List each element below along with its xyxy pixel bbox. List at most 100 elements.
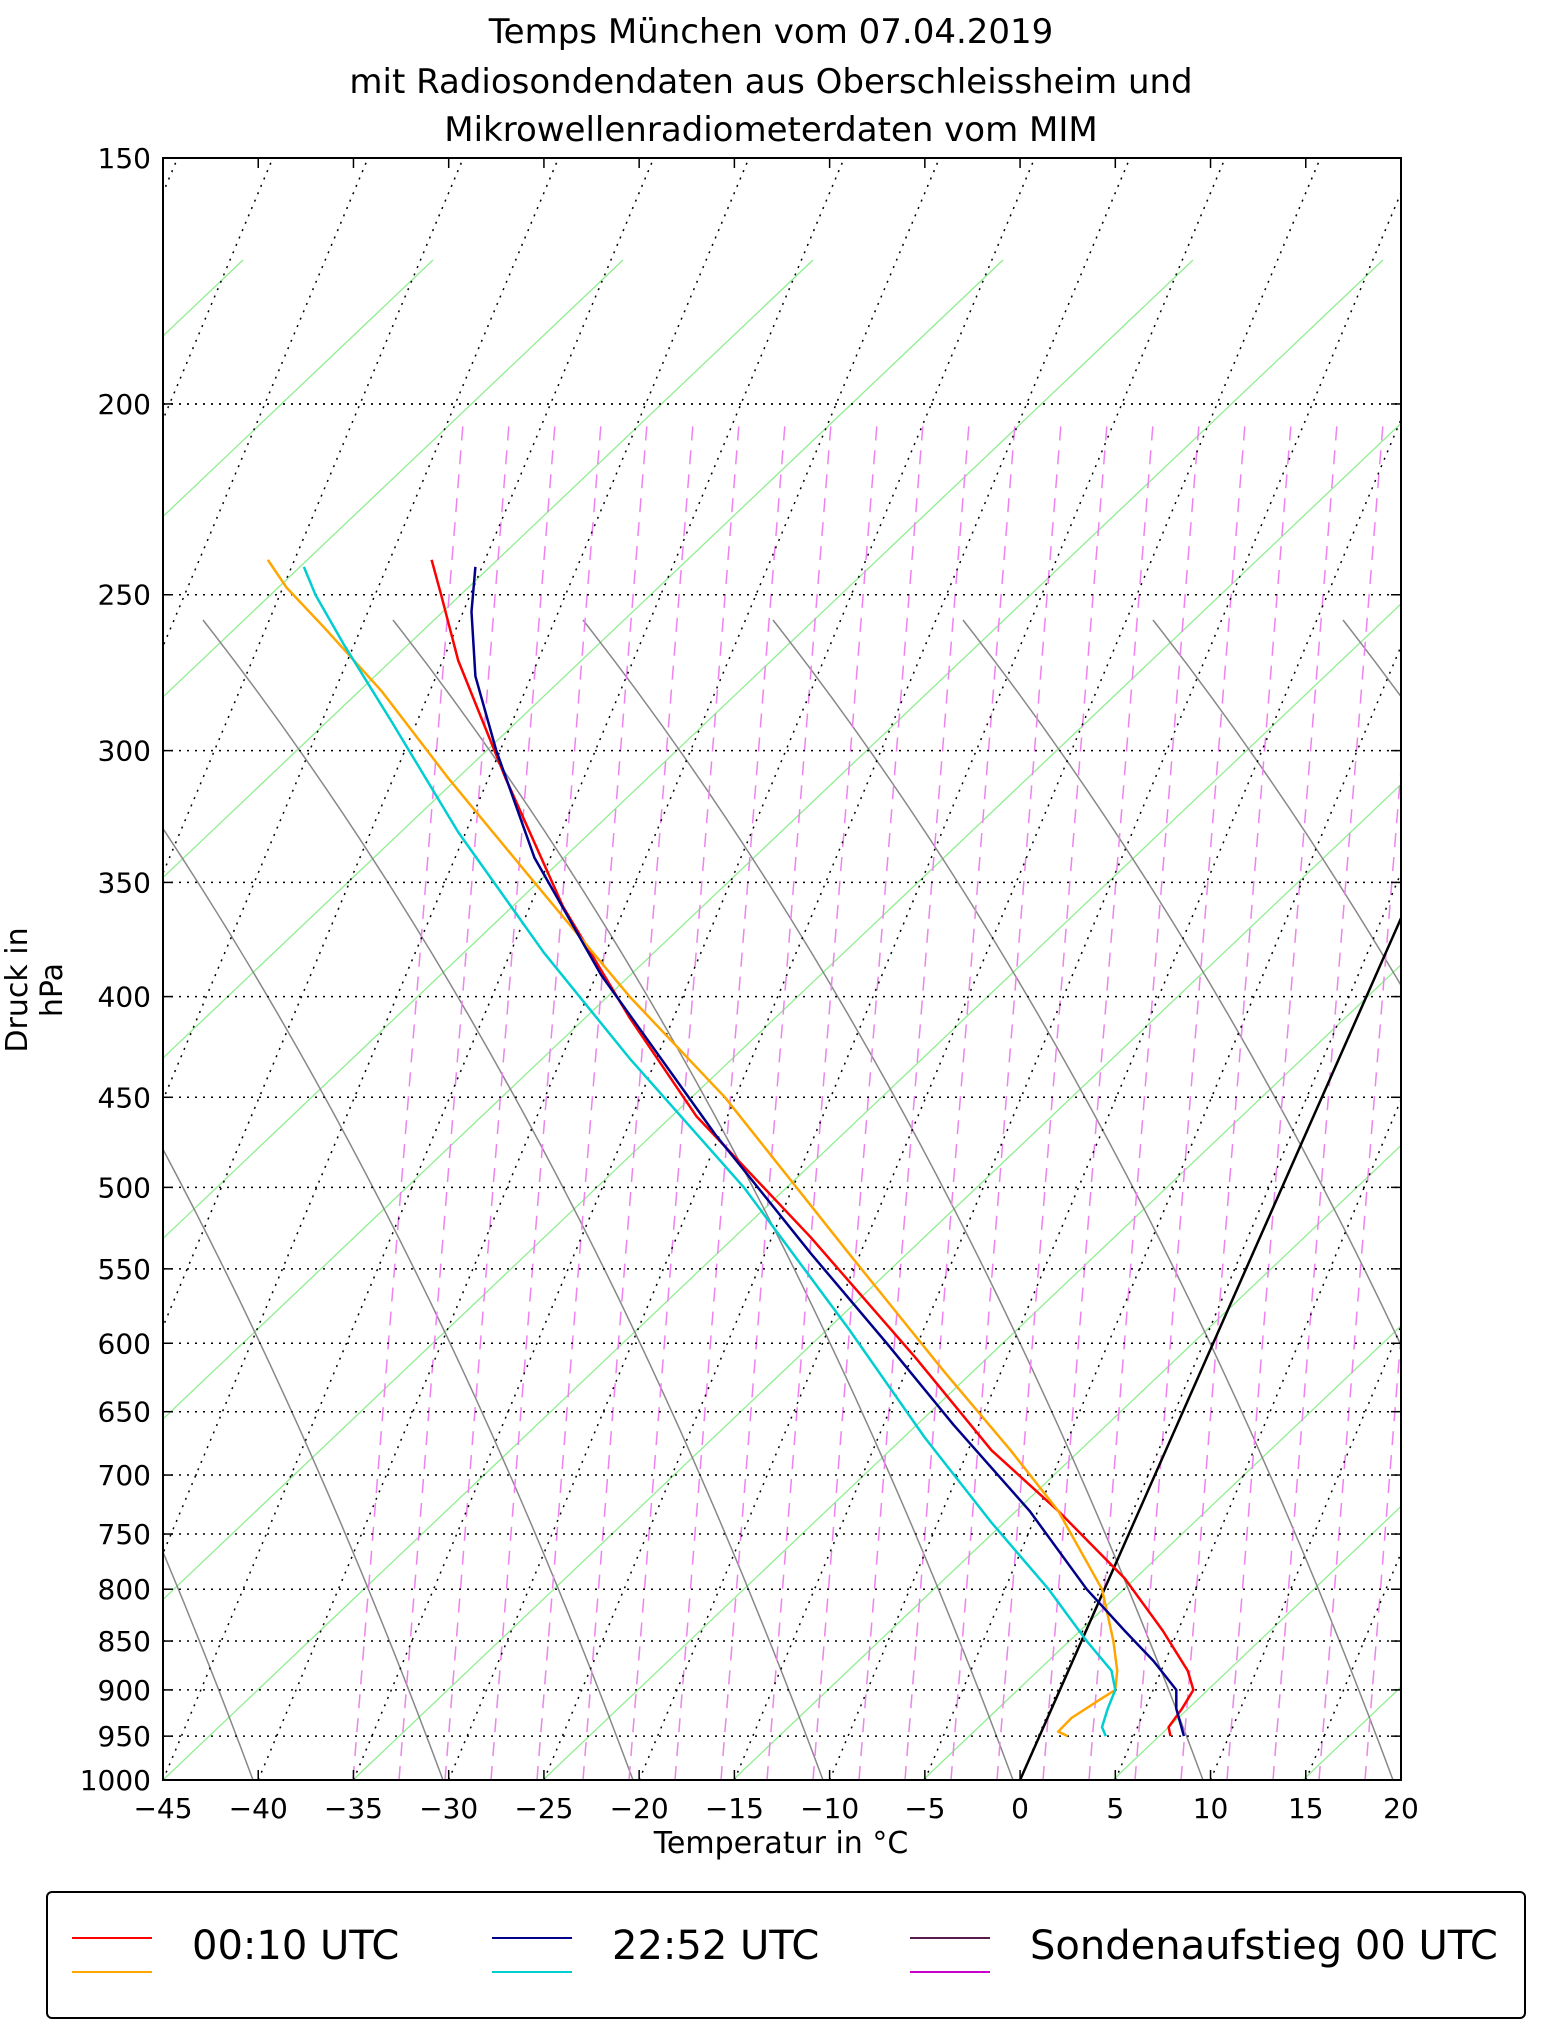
legend-label-sonde: Sondenaufstieg 00 UTC bbox=[1030, 1923, 1498, 1969]
dry-adiabat bbox=[163, 259, 1384, 1420]
series-line-0 bbox=[430, 559, 1195, 1737]
x-tick-label: −10 bbox=[800, 1792, 859, 1825]
x-axis-label: Temperatur in °C bbox=[653, 1826, 909, 1861]
dry-adiabat bbox=[163, 603, 1401, 1780]
dry-adiabat bbox=[352, 783, 1401, 1780]
y-tick-label: 800 bbox=[98, 1573, 151, 1606]
x-tick-label: −45 bbox=[133, 1792, 192, 1825]
y-tick-label: 850 bbox=[98, 1625, 151, 1658]
dry-adiabat bbox=[1493, 260, 1542, 1780]
moist-adiabat bbox=[962, 619, 1401, 1347]
mixing-ratio-line bbox=[766, 423, 878, 1780]
isotherm bbox=[1209, 1324, 1401, 1780]
chart-title-line-3: Mikrowellenradiometerdaten vom MIM bbox=[444, 110, 1098, 150]
legend-swatch-navy bbox=[492, 1937, 572, 1939]
dry-adiabat bbox=[922, 1325, 1401, 1780]
isotherm bbox=[828, 417, 1401, 1780]
legend-label-2252: 22:52 UTC bbox=[612, 1923, 820, 1969]
legend-swatch-cyan bbox=[492, 1971, 572, 1973]
mixing-ratio-line bbox=[398, 423, 510, 1780]
moist-adiabat bbox=[772, 619, 1394, 1780]
moist-adiabat bbox=[163, 1147, 444, 1780]
dry-adiabat bbox=[542, 964, 1401, 1780]
y-tick-label: 550 bbox=[98, 1253, 151, 1286]
mixing-ratio-line bbox=[352, 423, 464, 1780]
legend-swatch-red bbox=[72, 1937, 152, 1939]
background-lines bbox=[163, 259, 1542, 1780]
mixing-ratio-line bbox=[812, 423, 924, 1780]
legend: 00:10 UTC 22:52 UTC Sondenaufstieg 00 UT… bbox=[46, 1891, 1526, 2019]
y-tick-label: 450 bbox=[98, 1081, 151, 1114]
isotherm bbox=[1019, 871, 1401, 1780]
chart-title-line-2: mit Radiosondendaten aus Oberschleisshei… bbox=[349, 62, 1193, 102]
plot-frame bbox=[162, 157, 1402, 1781]
dry-adiabat bbox=[163, 259, 624, 698]
y-tick-label: 300 bbox=[98, 735, 151, 768]
mixing-ratio-line bbox=[444, 423, 556, 1780]
mixing-ratio-line bbox=[582, 423, 694, 1780]
moist-adiabat bbox=[163, 1550, 254, 1780]
mixing-ratio-line bbox=[1088, 423, 1200, 1780]
y-axis-ticks: 150 200 250 300 350 400 450 500 550 600 650 700 750 8… bbox=[80, 142, 1401, 1797]
x-tick-label: 5 bbox=[1106, 1792, 1124, 1825]
x-tick-label: −30 bbox=[419, 1792, 478, 1825]
y-tick-label: 650 bbox=[98, 1396, 151, 1429]
dry-adiabat bbox=[163, 422, 1401, 1601]
y-tick-label: 900 bbox=[98, 1674, 151, 1707]
x-tick-label: 10 bbox=[1193, 1792, 1229, 1825]
series-line-1 bbox=[266, 559, 1119, 1738]
y-tick-label: 950 bbox=[98, 1720, 151, 1753]
isotherm bbox=[1305, 1551, 1401, 1780]
legend-swatch-orange bbox=[72, 1971, 152, 1973]
mixing-ratio-line bbox=[1411, 424, 1521, 1780]
moist-adiabat bbox=[1152, 619, 1401, 987]
mixing-ratio-line bbox=[1364, 1326, 1401, 1780]
x-tick-label: 0 bbox=[1011, 1792, 1029, 1825]
moist-adiabat bbox=[1342, 619, 1401, 698]
mixing-ratio-line bbox=[628, 423, 740, 1780]
dry-adiabat bbox=[163, 259, 1194, 1240]
mixing-ratio-line bbox=[1226, 423, 1338, 1780]
y-tick-label: 1000 bbox=[80, 1764, 151, 1797]
x-tick-label: −25 bbox=[514, 1792, 573, 1825]
x-tick-label: 20 bbox=[1383, 1792, 1419, 1825]
isotherm bbox=[1496, 158, 1542, 1780]
mixing-ratio-line bbox=[904, 423, 1016, 1780]
y-tick-label: 750 bbox=[98, 1518, 151, 1551]
mixing-ratio-line bbox=[858, 423, 970, 1780]
y-tick-label: 600 bbox=[98, 1327, 151, 1360]
dry-adiabat bbox=[163, 259, 434, 518]
x-tick-label: −15 bbox=[705, 1792, 764, 1825]
mixing-ratio-line bbox=[1457, 424, 1542, 1780]
x-tick-label: −5 bbox=[904, 1792, 945, 1825]
x-axis-ticks: −45 −40 −35 −30 −25 −20 −15 −10 −5 0 5 10 15 20 bbox=[133, 158, 1419, 1825]
dry-adiabat bbox=[1112, 1505, 1401, 1780]
isotherm bbox=[1400, 1778, 1401, 1780]
y-axis-label: Druck in hPa bbox=[0, 927, 70, 1053]
x-tick-label: −35 bbox=[324, 1792, 383, 1825]
y-tick-label: 150 bbox=[98, 142, 151, 175]
series-layer bbox=[266, 559, 1401, 1780]
mixing-ratio-line bbox=[1503, 424, 1542, 1780]
chart-title-line-1: Temps München vom 07.04.2019 bbox=[488, 12, 1054, 52]
moist-adiabat bbox=[1533, 620, 1542, 1780]
mixing-ratio-line bbox=[1318, 759, 1401, 1780]
dry-adiabat bbox=[163, 259, 1004, 1059]
dry-adiabat bbox=[732, 1144, 1401, 1780]
y-tick-label: 400 bbox=[98, 981, 151, 1014]
moist-adiabat bbox=[202, 619, 824, 1780]
mixing-ratio-line bbox=[1272, 423, 1384, 1780]
x-tick-label: −20 bbox=[610, 1792, 669, 1825]
series-line-3 bbox=[302, 566, 1117, 1737]
legend-swatch-purple bbox=[910, 1937, 990, 1939]
grid bbox=[163, 158, 1542, 1780]
mixing-ratio-line bbox=[996, 423, 1108, 1780]
series-line-2 bbox=[470, 566, 1186, 1737]
y-tick-label: 350 bbox=[98, 866, 151, 899]
mixing-ratio-line bbox=[1180, 423, 1292, 1780]
legend-label-0010: 00:10 UTC bbox=[192, 1923, 400, 1969]
mixing-ratio-line bbox=[950, 423, 1062, 1780]
moist-adiabat bbox=[392, 619, 1014, 1780]
y-tick-label: 250 bbox=[98, 579, 151, 612]
